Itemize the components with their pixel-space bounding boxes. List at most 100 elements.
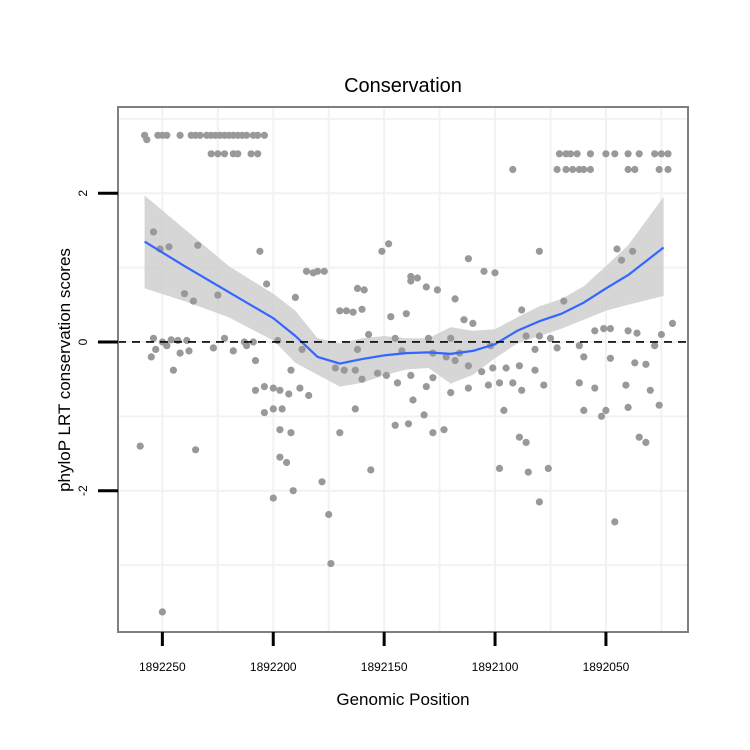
data-point (165, 243, 173, 251)
data-point (214, 150, 222, 158)
data-point (360, 286, 368, 294)
data-point (325, 510, 333, 519)
data-point (655, 401, 663, 409)
data-point (351, 405, 359, 413)
data-point (597, 412, 606, 420)
data-point (402, 310, 410, 318)
data-point (373, 369, 382, 377)
data-point (176, 131, 184, 139)
data-point (251, 357, 260, 365)
data-point (631, 165, 639, 174)
data-point (489, 364, 497, 372)
data-point (631, 359, 639, 367)
y-axis-ticks: 2 0 -2 (76, 190, 118, 496)
data-point (260, 131, 268, 139)
data-point (518, 306, 526, 314)
data-point (495, 379, 504, 387)
data-point (562, 165, 570, 174)
data-point (305, 391, 313, 400)
data-point (522, 438, 530, 446)
data-point (287, 429, 295, 437)
data-point (655, 165, 663, 174)
data-point (331, 364, 339, 372)
x-tick-label: 1892150 (361, 660, 408, 674)
data-point (509, 379, 517, 387)
data-point (606, 325, 615, 333)
data-point (249, 338, 257, 346)
data-point (464, 255, 472, 263)
data-point (167, 336, 175, 344)
data-point (283, 458, 291, 467)
data-point (617, 256, 626, 264)
data-point (413, 274, 421, 282)
data-point (580, 353, 588, 361)
data-point (353, 345, 362, 353)
data-point (365, 330, 373, 339)
data-point (602, 150, 610, 158)
data-point (260, 409, 268, 417)
data-point (495, 464, 504, 472)
data-point (274, 336, 282, 345)
data-point (664, 150, 672, 158)
data-point (407, 277, 415, 285)
data-point (320, 267, 328, 275)
data-point (555, 150, 564, 158)
data-point (664, 165, 672, 174)
data-point (500, 406, 508, 414)
data-point (422, 383, 430, 391)
data-point (442, 353, 450, 361)
data-point (256, 247, 264, 255)
data-point (382, 371, 390, 379)
data-point (254, 150, 262, 158)
data-point (180, 290, 189, 298)
data-point (385, 240, 393, 248)
data-point (480, 267, 488, 275)
data-point (149, 228, 158, 236)
data-point (502, 364, 510, 372)
confidence-band (144, 195, 664, 387)
data-point (163, 131, 171, 139)
data-point (553, 165, 561, 174)
data-point (544, 464, 552, 472)
data-point (243, 131, 251, 139)
data-point (575, 379, 583, 387)
data-point (515, 362, 524, 370)
data-point (367, 466, 375, 474)
data-point (174, 336, 182, 345)
data-point (635, 150, 643, 158)
data-point (651, 150, 659, 158)
data-point (464, 362, 472, 370)
data-point (484, 381, 492, 389)
data-point (291, 293, 299, 301)
data-point (407, 371, 415, 379)
chart-title: Conservation (344, 75, 462, 97)
data-point (591, 327, 599, 335)
data-point (540, 381, 548, 389)
data-point (185, 347, 193, 355)
data-point (553, 344, 561, 352)
data-point (378, 247, 386, 255)
data-point (269, 405, 277, 413)
data-point (633, 329, 641, 337)
data-point (624, 150, 632, 158)
data-point (600, 325, 608, 333)
data-point (169, 366, 177, 374)
data-point (254, 131, 262, 139)
data-point (613, 245, 621, 253)
data-point (194, 241, 202, 249)
x-axis-ticks: 1892250 1892200 1892150 1892100 1892050 (139, 632, 630, 674)
data-point (302, 267, 311, 275)
data-point (358, 305, 366, 313)
data-point (586, 165, 595, 174)
data-point (546, 334, 555, 342)
data-point (209, 344, 217, 352)
data-point (580, 165, 588, 174)
x-tick-label: 1892100 (472, 660, 519, 674)
data-point (518, 386, 526, 394)
smooth-line (144, 240, 665, 365)
data-point (602, 406, 610, 414)
data-point (289, 487, 297, 495)
plot-frame (117, 106, 689, 633)
data-point (163, 342, 171, 350)
data-point (340, 366, 348, 374)
